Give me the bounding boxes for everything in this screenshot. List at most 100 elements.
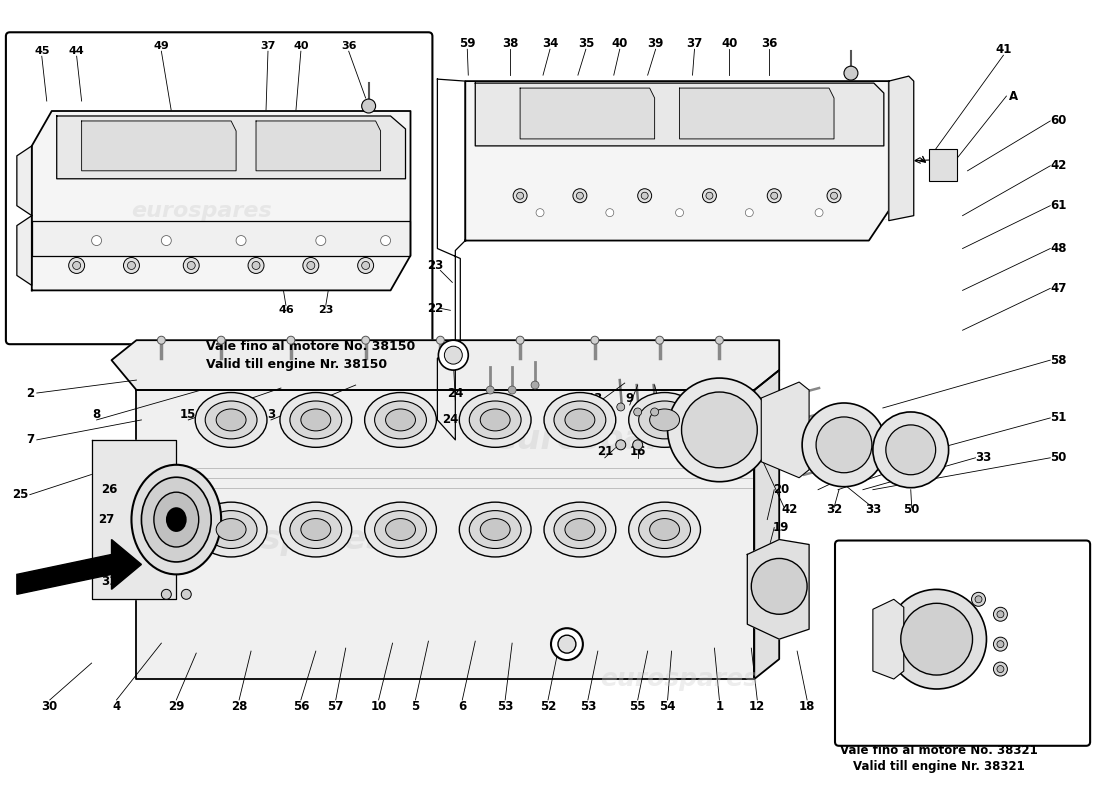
Text: A: A [715,423,724,436]
Circle shape [307,262,315,270]
Circle shape [531,381,539,389]
Polygon shape [465,81,889,241]
Text: 23: 23 [318,306,333,315]
Text: 28: 28 [231,701,248,714]
Text: 6: 6 [459,701,466,714]
Text: 54: 54 [659,701,675,714]
Ellipse shape [375,401,427,439]
Circle shape [767,189,781,202]
Ellipse shape [279,393,352,447]
Polygon shape [16,216,32,286]
Circle shape [217,336,226,344]
Circle shape [997,610,1004,618]
Text: 10: 10 [371,701,387,714]
Ellipse shape [386,518,416,541]
Circle shape [316,235,326,246]
Text: 35: 35 [578,37,594,50]
Text: 19: 19 [773,521,790,534]
Text: 14: 14 [482,411,498,425]
Circle shape [576,192,583,199]
Text: 40: 40 [612,37,628,50]
Text: 39: 39 [648,37,663,50]
Ellipse shape [544,393,616,447]
Text: 32: 32 [826,503,843,516]
Text: 16: 16 [629,446,646,458]
Polygon shape [755,370,779,679]
Circle shape [993,662,1008,676]
Ellipse shape [279,502,352,557]
Polygon shape [16,146,32,216]
Circle shape [362,99,375,113]
Polygon shape [889,76,914,221]
Ellipse shape [195,502,267,557]
Text: eurospares: eurospares [131,201,272,221]
Circle shape [287,336,295,344]
Text: 29: 29 [168,701,185,714]
FancyBboxPatch shape [6,32,432,344]
Text: Valid till engine Nr. 38150: Valid till engine Nr. 38150 [206,358,387,371]
Polygon shape [761,382,810,478]
Text: FERRARI: FERRARI [569,110,605,118]
Circle shape [486,386,494,394]
Text: 27: 27 [98,513,114,526]
Text: 48: 48 [938,720,955,734]
Text: 8: 8 [92,409,101,422]
Circle shape [668,378,771,482]
Text: 24: 24 [442,414,459,426]
Text: 50: 50 [1050,451,1066,464]
Text: 34: 34 [542,37,558,50]
Ellipse shape [639,401,691,439]
Circle shape [703,189,716,202]
Text: 58: 58 [1050,354,1067,366]
Circle shape [128,262,135,270]
Polygon shape [136,390,755,679]
Ellipse shape [639,510,691,549]
Text: 51: 51 [972,545,989,558]
Circle shape [802,403,886,486]
Text: 52: 52 [540,701,557,714]
Circle shape [827,189,842,202]
Text: 13: 13 [586,391,603,405]
Circle shape [508,386,516,394]
Text: 38: 38 [502,37,518,50]
Circle shape [73,262,80,270]
Ellipse shape [565,518,595,541]
Text: 47: 47 [1050,282,1066,295]
Text: 40: 40 [722,37,738,50]
Circle shape [751,558,807,614]
Circle shape [617,403,625,411]
Ellipse shape [386,409,416,431]
Ellipse shape [481,409,510,431]
Bar [928,149,957,181]
Text: 22: 22 [427,302,443,315]
Text: 3: 3 [267,409,275,422]
Text: Valid till engine Nr. 38321: Valid till engine Nr. 38321 [852,760,1024,774]
Ellipse shape [364,393,437,447]
Circle shape [650,408,659,416]
Text: 36: 36 [761,37,778,50]
Text: 17: 17 [773,571,790,584]
Circle shape [746,209,754,217]
Polygon shape [520,88,654,139]
Circle shape [302,258,319,274]
Text: 15: 15 [180,409,197,422]
Polygon shape [32,111,410,290]
Text: 30: 30 [42,701,58,714]
Ellipse shape [364,502,437,557]
Text: 18: 18 [799,701,815,714]
Polygon shape [256,121,381,170]
Text: 60: 60 [1050,114,1066,127]
Circle shape [437,336,444,344]
Text: 24: 24 [447,386,463,399]
Text: 51: 51 [1050,411,1066,425]
Polygon shape [747,539,810,639]
Text: 36: 36 [341,42,356,51]
Text: 9: 9 [626,391,634,405]
Text: eurospares: eurospares [494,423,705,456]
Ellipse shape [206,510,257,549]
Text: 33: 33 [865,503,881,516]
Ellipse shape [301,409,331,431]
Text: FERRARI: FERRARI [136,143,176,152]
Circle shape [886,425,936,474]
Polygon shape [16,539,142,594]
